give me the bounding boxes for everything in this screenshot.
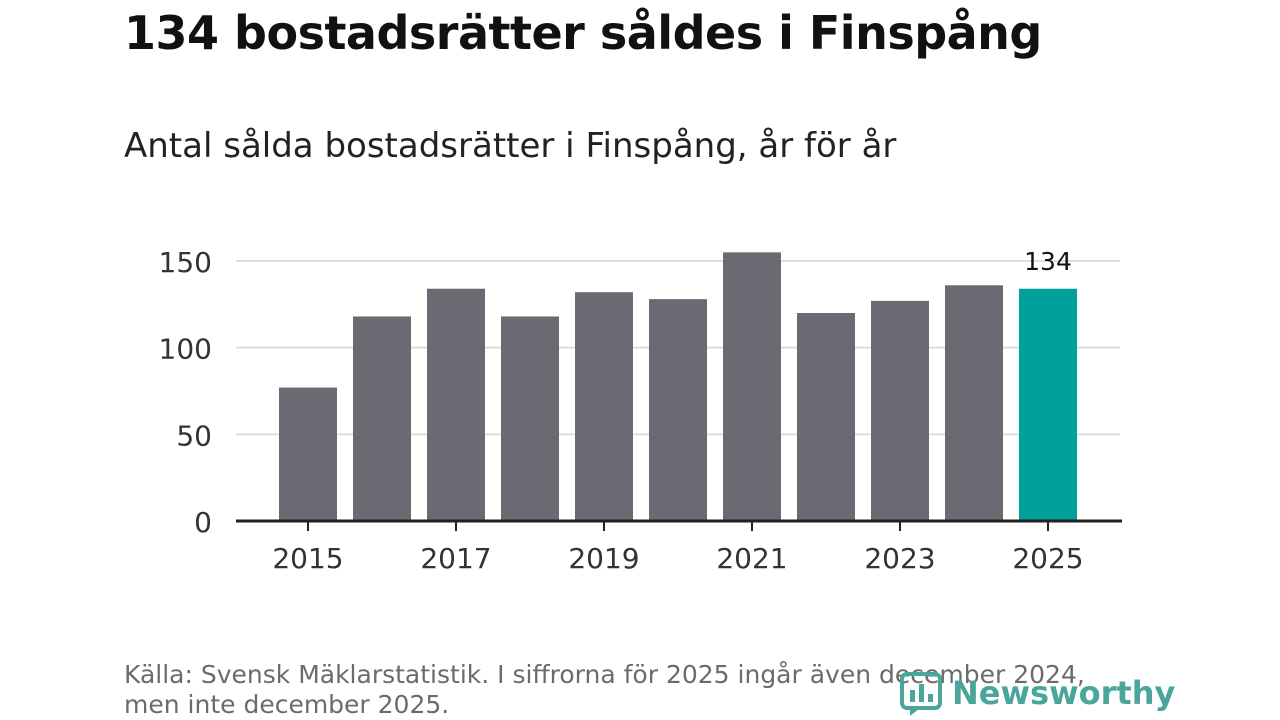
y-tick-label: 0 — [194, 506, 212, 539]
bar — [279, 387, 337, 521]
bar — [353, 316, 411, 521]
x-tick-label: 2019 — [568, 542, 639, 575]
bar — [871, 300, 929, 521]
bar-chart: 0 50 100 150 2015 2017 2019 2021 2023 2025 134 — [159, 246, 1122, 575]
bar — [1019, 288, 1077, 521]
source-line-2: men inte december 2025. — [124, 690, 450, 719]
x-tick-label: 2023 — [864, 542, 935, 575]
bar — [723, 252, 781, 522]
source-note: Källa: Svensk Mäklarstatistik. I siffror… — [124, 660, 1104, 720]
bar — [575, 292, 633, 521]
x-tick-label: 2015 — [272, 542, 343, 575]
x-tick-label: 2017 — [420, 542, 491, 575]
x-tick-label: 2025 — [1012, 542, 1083, 575]
chart-title: 134 bostadsrätter såldes i Finspång — [124, 6, 1042, 60]
bar — [797, 313, 855, 521]
y-tick-label: 150 — [159, 246, 212, 279]
bar — [427, 288, 485, 521]
bar — [501, 316, 559, 521]
y-tick-label: 100 — [159, 333, 212, 366]
chart-subtitle: Antal sålda bostadsrätter i Finspång, år… — [124, 126, 897, 166]
newsworthy-logo: Newsworthy — [900, 668, 1175, 718]
data-label: 134 — [1024, 247, 1072, 276]
x-tick-label: 2021 — [716, 542, 787, 575]
bar — [649, 299, 707, 521]
bar-chart-logo-icon — [900, 672, 942, 716]
y-tick-label: 50 — [176, 419, 212, 452]
bar — [945, 285, 1003, 521]
brand-name: Newsworthy — [952, 674, 1176, 712]
